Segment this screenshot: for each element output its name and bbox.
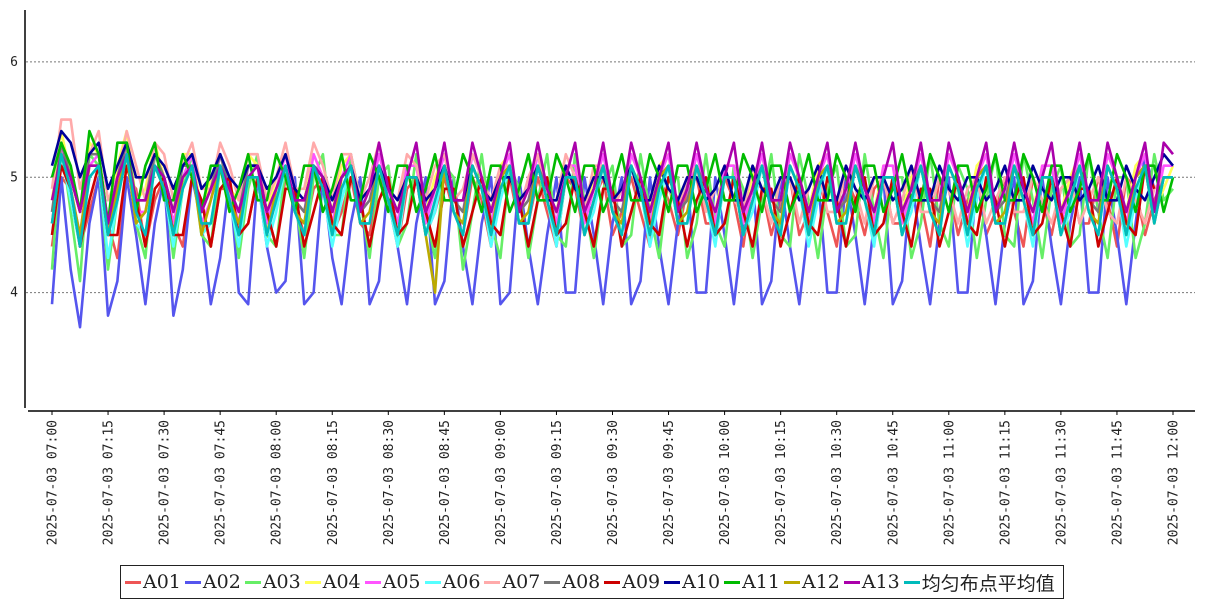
legend-swatch bbox=[184, 580, 201, 584]
legend-swatch bbox=[783, 580, 800, 584]
series-line-A13 bbox=[50, 141, 1175, 225]
x-tick-label: 2025-07-03 09:00 bbox=[494, 420, 509, 545]
x-tick-label: 2025-07-03 09:45 bbox=[662, 420, 677, 545]
legend-item: A02 bbox=[184, 571, 241, 593]
legend-label: A13 bbox=[861, 571, 900, 593]
legend-label: A07 bbox=[502, 571, 541, 593]
legend-swatch bbox=[364, 580, 381, 584]
series-line-A02 bbox=[50, 152, 1156, 329]
x-tick-label: 2025-07-03 11:45 bbox=[1110, 420, 1125, 545]
legend-label: A04 bbox=[322, 571, 361, 593]
legend-item: A07 bbox=[484, 571, 540, 593]
legend-label: A08 bbox=[562, 571, 601, 593]
x-tick-label: 2025-07-03 11:15 bbox=[998, 420, 1013, 545]
legend-swatch bbox=[604, 580, 621, 584]
x-tick-label: 2025-07-03 11:00 bbox=[942, 420, 957, 545]
legend-item: A09 bbox=[604, 571, 660, 593]
legend-item: A12 bbox=[783, 571, 840, 593]
x-tick-label: 2025-07-03 12:00 bbox=[1167, 420, 1182, 545]
y-ticks: 4 5 6 bbox=[10, 55, 18, 301]
y-tick-label: 6 bbox=[10, 55, 18, 70]
x-tick-label: 2025-07-03 08:00 bbox=[270, 420, 285, 545]
y-tick-label: 4 bbox=[10, 286, 18, 301]
x-tick-label: 2025-07-03 11:30 bbox=[1054, 420, 1069, 545]
grid-lines bbox=[26, 61, 1195, 294]
x-tick-label: 2025-07-03 09:30 bbox=[606, 420, 621, 545]
legend-label: A03 bbox=[262, 571, 301, 593]
legend-label: A06 bbox=[442, 571, 481, 593]
legend-label: 均匀布点平均值 bbox=[921, 572, 1055, 595]
legend-swatch bbox=[664, 580, 681, 584]
legend-label: A02 bbox=[202, 571, 241, 593]
legend-item: 均匀布点平均值 bbox=[903, 569, 1055, 596]
axes bbox=[24, 10, 1195, 412]
x-tick-label: 2025-07-03 09:15 bbox=[550, 420, 565, 545]
legend-item: A11 bbox=[724, 571, 780, 593]
legend-item: A04 bbox=[304, 571, 361, 593]
x-tick-label: 2025-07-03 10:00 bbox=[718, 420, 733, 545]
y-tick-label: 5 bbox=[10, 170, 18, 185]
legend-item: A05 bbox=[364, 571, 421, 593]
legend-label: A11 bbox=[742, 571, 780, 593]
x-tick-label: 2025-07-03 08:15 bbox=[326, 420, 341, 545]
x-tick-label: 2025-07-03 10:45 bbox=[886, 420, 901, 545]
x-tick-label: 2025-07-03 07:45 bbox=[214, 420, 229, 545]
legend-label: A09 bbox=[622, 571, 661, 593]
x-tick-label: 2025-07-03 08:30 bbox=[382, 420, 397, 545]
legend-swatch bbox=[125, 580, 141, 584]
series-line-均匀布点平均值 bbox=[50, 152, 1173, 248]
x-tick-label: 2025-07-03 10:15 bbox=[774, 420, 789, 545]
legend-swatch bbox=[843, 580, 860, 584]
legend-swatch bbox=[424, 580, 441, 584]
legend-item: A01 bbox=[125, 571, 181, 593]
legend: A01 A02 A03 A04 A05 A06 A07 A08 A09 A10 A11 A12 A13 均… bbox=[120, 565, 1064, 599]
legend-label: A12 bbox=[801, 571, 840, 593]
legend-swatch bbox=[903, 580, 920, 584]
legend-label: A01 bbox=[143, 571, 181, 593]
legend-label: A10 bbox=[682, 571, 721, 593]
legend-item: A08 bbox=[544, 571, 600, 593]
series-lines bbox=[50, 118, 1175, 329]
x-tick-label: 2025-07-03 10:30 bbox=[830, 420, 845, 545]
legend-item: A10 bbox=[664, 571, 720, 593]
legend-swatch bbox=[544, 580, 561, 584]
legend-swatch bbox=[244, 580, 261, 584]
x-ticks: 2025-07-03 07:00 2025-07-03 07:15 2025-07-… bbox=[46, 411, 1182, 545]
legend-item: A13 bbox=[843, 571, 900, 593]
x-tick-label: 2025-07-03 07:15 bbox=[102, 420, 117, 545]
x-tick-label: 2025-07-03 07:00 bbox=[46, 420, 61, 545]
legend-label: A05 bbox=[382, 571, 421, 593]
legend-swatch bbox=[484, 580, 501, 584]
x-tick-label: 2025-07-03 07:30 bbox=[158, 420, 173, 545]
line-chart: 456 2025-07-03 07:00 2025-07-03 07:15 2025… bbox=[10, 10, 1195, 545]
legend-item: A06 bbox=[424, 571, 481, 593]
legend-swatch bbox=[724, 580, 741, 584]
legend-swatch bbox=[304, 580, 321, 584]
series-line-A11 bbox=[50, 129, 1175, 225]
x-tick-label: 2025-07-03 08:45 bbox=[438, 420, 453, 545]
legend-item: A03 bbox=[244, 571, 301, 593]
